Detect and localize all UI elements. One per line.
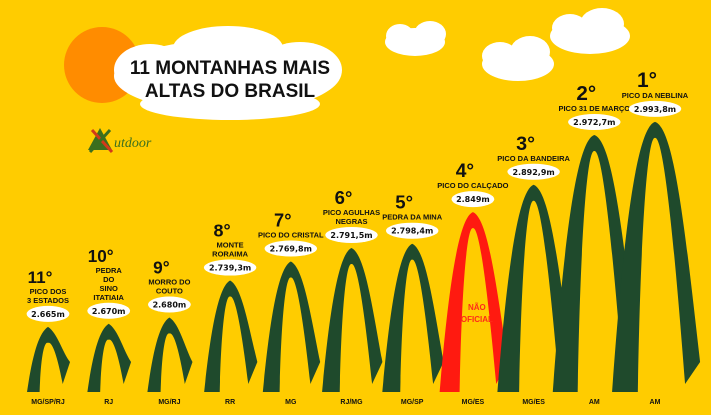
mountain-x-logo-icon: [88, 128, 114, 154]
altitude-label: 2.972,7m: [573, 118, 615, 127]
state-label: RR: [225, 399, 235, 406]
mountain-name: DO: [103, 275, 114, 284]
state-label: RJ: [104, 399, 113, 406]
title-line-1: 11 MONTANHAS MAIS: [130, 58, 330, 79]
mountain-name: MONTE: [217, 241, 244, 250]
rank-label: 10°: [88, 247, 114, 266]
rank-label: 2°: [576, 82, 596, 105]
mountain-name: PICO AGULHAS: [323, 208, 380, 217]
mountain-5: [262, 261, 321, 392]
altitude-cloud: [26, 305, 70, 322]
altitude-cloud: [507, 163, 560, 180]
cloud-icon: [482, 36, 554, 81]
mountain-2: [87, 323, 132, 392]
title-line-2: ALTAS DO BRASIL: [145, 81, 316, 102]
logo-text: utdoor: [114, 136, 152, 151]
altitude-label: 2.993,8m: [634, 105, 676, 114]
altitude-label: 2.769,8m: [270, 245, 312, 254]
altitude-cloud: [325, 227, 378, 244]
mountain-name: PICO DO CALÇADO: [437, 181, 508, 190]
mountain-11: [612, 121, 701, 393]
altitude-label: 2.791,5m: [330, 231, 372, 240]
rank-label: 3°: [516, 133, 535, 155]
mountain-name: PEDRA DA MINA: [382, 213, 442, 222]
mountain-7: [382, 243, 444, 392]
mountain-1: [27, 326, 71, 392]
altitude-label: 2.670m: [92, 307, 126, 316]
mountain-6: [322, 248, 383, 392]
mountain-name: MORRO DO: [148, 278, 190, 287]
mountain-8: [439, 212, 508, 392]
state-label: MG: [285, 399, 297, 406]
altitude-cloud: [148, 296, 191, 313]
mountain-name: ITATIAIA: [93, 293, 124, 302]
mountain-name: RORAIMA: [212, 250, 248, 259]
altitude-cloud: [628, 100, 682, 117]
state-label: MG/RJ: [158, 399, 180, 406]
cloud-icon: [385, 21, 446, 56]
rank-label: 5°: [395, 192, 413, 213]
state-label: MG/ES: [462, 399, 485, 406]
state-label: AM: [589, 399, 600, 406]
mountains-layer: [27, 121, 701, 393]
altitude-cloud: [451, 191, 495, 208]
cloud-icon: [550, 8, 630, 54]
mountain-name: PEDRA: [96, 266, 123, 275]
mountain-10: [552, 135, 638, 393]
mountain-9: [497, 184, 572, 392]
altitude-label: 2.798,4m: [391, 227, 433, 236]
altitude-label: 2.892,9m: [512, 168, 554, 177]
state-label: RJ/MG: [340, 399, 363, 406]
unofficial-note: OFICIAL: [461, 315, 493, 324]
rank-label: 8°: [214, 221, 231, 241]
altitude-cloud: [203, 259, 257, 276]
mountain-name: PICO DOS: [30, 287, 67, 296]
altitude-label: 2.739,3m: [209, 264, 251, 273]
mountain-name: PICO DO CRISTAL: [258, 231, 324, 240]
rank-label: 7°: [274, 210, 291, 231]
altitude-cloud: [386, 222, 439, 239]
state-label: AM: [650, 399, 661, 406]
altitude-cloud: [568, 114, 621, 131]
rank-label: 1°: [637, 69, 657, 92]
logo: utdoor: [88, 128, 152, 154]
state-label: MG/ES: [522, 399, 545, 406]
title-cloud: [114, 26, 342, 120]
mountain-name: COUTO: [156, 287, 183, 296]
altitude-cloud: [87, 302, 131, 319]
mountain-name: SINO: [100, 284, 119, 293]
mountain-name: PICO 31 DE MARÇO: [558, 104, 630, 113]
rank-label: 9°: [153, 258, 170, 278]
mountain-name: PICO DA NEBLINA: [622, 91, 689, 100]
altitude-label: 2.680m: [153, 301, 187, 310]
mountain-name: 3 ESTADOS: [27, 296, 69, 305]
mountain-3: [147, 317, 193, 392]
mountain-name: NEGRAS: [335, 217, 367, 226]
altitude-cloud: [264, 240, 317, 257]
mountain-name: PICO DA BANDEIRA: [497, 154, 570, 163]
altitude-label: 2.849m: [456, 195, 490, 204]
rank-label: 4°: [456, 161, 474, 182]
unofficial-note: NÃO: [468, 303, 486, 312]
rank-label: 11°: [28, 268, 53, 287]
rank-label: 6°: [335, 187, 353, 208]
state-label: MG/SP/RJ: [31, 399, 65, 406]
state-label: MG/SP: [401, 399, 424, 406]
altitude-label: 2.665m: [31, 310, 65, 319]
mountain-4: [204, 280, 258, 392]
